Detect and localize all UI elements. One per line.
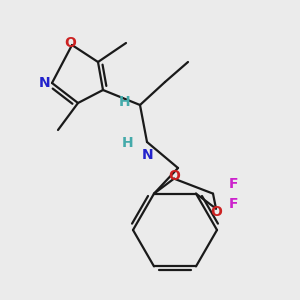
- Text: O: O: [64, 36, 76, 50]
- Text: F: F: [228, 177, 238, 190]
- Text: O: O: [168, 169, 180, 183]
- Text: O: O: [210, 205, 222, 219]
- Text: N: N: [142, 148, 154, 162]
- Text: N: N: [39, 76, 51, 90]
- Text: H: H: [122, 136, 134, 150]
- Text: F: F: [228, 196, 238, 211]
- Text: H: H: [119, 95, 131, 109]
